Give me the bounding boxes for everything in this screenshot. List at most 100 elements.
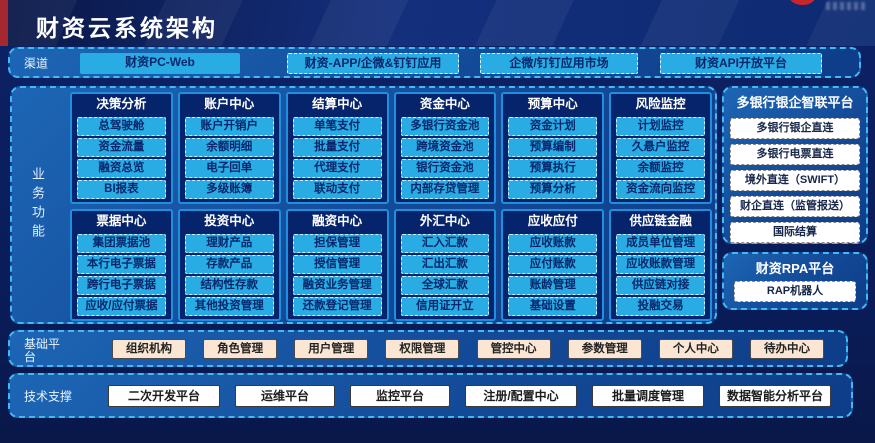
module-card-financing: 融资中心 担保管理 授信管理 融资业务管理 还款登记管理 — [285, 209, 389, 321]
module-card-title: 供应链金融 — [629, 214, 692, 228]
module-chip: BI报表 — [77, 180, 166, 199]
module-chip: 应收/应付票据 — [77, 297, 166, 316]
module-chip: 信用证开立 — [400, 297, 490, 316]
channels-section: 渠道 财资PC-Web 财资-APP/企微&钉钉应用 企微/钉钉应用市场 财资A… — [8, 47, 861, 78]
module-chip: 久悬户监控 — [616, 138, 705, 157]
base-platform-button: 组织机构 — [112, 338, 186, 359]
base-platform-button: 角色管理 — [203, 338, 278, 359]
module-card-forex: 外汇中心 汇入汇款 汇出汇款 全球汇款 信用证开立 — [393, 209, 497, 321]
module-card-title: 外汇中心 — [419, 214, 470, 228]
base-platform-button: 管控中心 — [476, 338, 551, 359]
rpa-platform-title: 财资RPA平台 — [755, 261, 835, 276]
module-chip: 还款登记管理 — [292, 297, 382, 316]
red-accent-bar — [0, 0, 8, 46]
module-chip: 内部存贷管理 — [400, 180, 490, 199]
module-chip: 跨境资金池 — [400, 138, 490, 157]
channel-app: 财资-APP/企微&钉钉应用 — [287, 53, 459, 74]
tech-support-buttons: 二次开发平台 运维平台 监控平台 注册/配置中心 批量调度管理 数据智能分析平台 — [108, 384, 831, 407]
module-card-title: 融资中心 — [312, 214, 363, 228]
module-card-decision: 决策分析 总驾驶舱 资金流量 融资总览 BI报表 — [70, 92, 173, 204]
module-grid: 决策分析 总驾驶舱 资金流量 融资总览 BI报表 账户中心 账户开销户 余额明细… — [70, 92, 712, 321]
bank-platform-item: 国际结算 — [730, 222, 860, 243]
module-card-title: 风险监控 — [635, 97, 686, 111]
business-functions-label: 业务功能 — [30, 167, 45, 243]
channel-api-platform: 财资API开放平台 — [660, 53, 822, 74]
module-card-bills: 票据中心 集团票据池 本行电子票据 跨行电子票据 应收/应付票据 — [70, 209, 173, 321]
module-chip: 账户开销户 — [184, 117, 274, 136]
module-chip: 资金计划 — [508, 117, 598, 136]
partial-logo-icon — [789, 0, 816, 5]
tech-support-label: 技术支撑 — [24, 389, 73, 403]
module-card-title: 投资中心 — [204, 214, 255, 228]
base-platform-button: 权限管理 — [385, 338, 460, 359]
partial-logo-text — [826, 2, 868, 10]
module-card-supply-chain: 供应链金融 成员单位管理 应收账款管理 供应链对接 投融交易 — [609, 209, 712, 321]
module-chip: 全球汇款 — [400, 276, 490, 295]
rpa-platform-section: 财资RPA平台 RAP机器人 — [722, 252, 868, 310]
module-chip: 电子回单 — [184, 159, 274, 178]
module-chip: 基础设置 — [508, 297, 598, 316]
module-card-title: 账户中心 — [204, 97, 255, 111]
module-chip: 汇出汇款 — [400, 255, 490, 274]
channels-label: 渠道 — [24, 56, 49, 70]
module-chip: 汇入汇款 — [400, 234, 490, 253]
channel-app-market: 企微/钉钉应用市场 — [480, 53, 638, 74]
tech-support-button: 批量调度管理 — [592, 384, 704, 407]
module-chip: 结构性存款 — [184, 276, 274, 295]
module-chip: 多银行资金池 — [400, 117, 490, 136]
tech-support-button: 注册/配置中心 — [465, 384, 577, 407]
module-chip: 融资业务管理 — [292, 276, 382, 295]
module-chip: 多级账簿 — [184, 180, 274, 199]
header: 财资云系统架构 — [0, 0, 875, 46]
tech-support-button: 数据智能分析平台 — [719, 384, 831, 407]
module-chip: 授信管理 — [292, 255, 382, 274]
channel-pc-web: 财资PC-Web — [80, 53, 240, 74]
module-chip: 供应链对接 — [616, 276, 705, 295]
module-chip: 账龄管理 — [508, 276, 598, 295]
module-card-risk: 风险监控 计划监控 久悬户监控 余额监控 资金流向监控 — [609, 92, 712, 204]
base-platform-button: 待办中心 — [749, 338, 824, 359]
tech-support-section: 技术支撑 二次开发平台 运维平台 监控平台 注册/配置中心 批量调度管理 数据智… — [8, 373, 853, 418]
module-card-budget: 预算中心 资金计划 预算编制 预算执行 预算分析 — [501, 92, 605, 204]
module-chip: 计划监控 — [616, 117, 705, 136]
module-chip: 应收账款管理 — [616, 255, 705, 274]
bank-platform-title: 多银行银企智联平台 — [736, 95, 854, 110]
base-platform-button: 参数管理 — [567, 338, 642, 359]
module-chip: 投融交易 — [616, 297, 705, 316]
base-platform-label: 基础平台 — [24, 337, 61, 364]
base-platform-button: 用户管理 — [294, 338, 369, 359]
module-chip: 理财产品 — [184, 234, 274, 253]
module-card-investment: 投资中心 理财产品 存款产品 结构性存款 其他投资管理 — [177, 209, 281, 321]
module-chip: 融资总览 — [77, 159, 166, 178]
base-platform-button: 个人中心 — [658, 338, 733, 359]
bank-platform-item: 财企直连（监管报送） — [730, 196, 860, 217]
module-chip: 银行资金池 — [400, 159, 490, 178]
module-card-title: 资金中心 — [419, 97, 470, 111]
module-card-title: 结算中心 — [312, 97, 363, 111]
module-chip: 跨行电子票据 — [77, 276, 166, 295]
bank-platform-section: 多银行银企智联平台 多银行银企直连 多银行电票直连 境外直连（SWIFT） 财企… — [722, 86, 868, 244]
module-card-title: 预算中心 — [527, 97, 578, 111]
module-card-ar-ap: 应收应付 应收账款 应付账款 账龄管理 基础设置 — [501, 209, 605, 321]
base-platform-buttons: 组织机构 角色管理 用户管理 权限管理 管控中心 参数管理 个人中心 待办中心 — [112, 338, 824, 359]
module-chip: 总驾驶舱 — [77, 117, 166, 136]
module-chip: 预算编制 — [508, 138, 598, 157]
business-functions-section: 业务功能 决策分析 总驾驶舱 资金流量 融资总览 BI报表 账户中心 账户开销户… — [10, 86, 717, 324]
module-card-capital: 资金中心 多银行资金池 跨境资金池 银行资金池 内部存贷管理 — [393, 92, 497, 204]
module-chip: 预算分析 — [508, 180, 598, 199]
bank-platform-item: 境外直连（SWIFT） — [730, 170, 860, 191]
module-chip: 单笔支付 — [292, 117, 382, 136]
module-card-title: 决策分析 — [96, 97, 147, 111]
module-chip: 本行电子票据 — [77, 255, 166, 274]
bank-platform-item: 多银行银企直连 — [730, 118, 860, 139]
tech-support-button: 二次开发平台 — [108, 384, 220, 407]
module-chip: 批量支付 — [292, 138, 382, 157]
module-chip: 集团票据池 — [77, 234, 166, 253]
module-card-account: 账户中心 账户开销户 余额明细 电子回单 多级账簿 — [177, 92, 281, 204]
bank-platform-item: 多银行电票直连 — [730, 144, 860, 165]
module-chip: 成员单位管理 — [616, 234, 705, 253]
module-chip: 应付账款 — [508, 255, 598, 274]
module-chip: 余额明细 — [184, 138, 274, 157]
module-chip: 预算执行 — [508, 159, 598, 178]
